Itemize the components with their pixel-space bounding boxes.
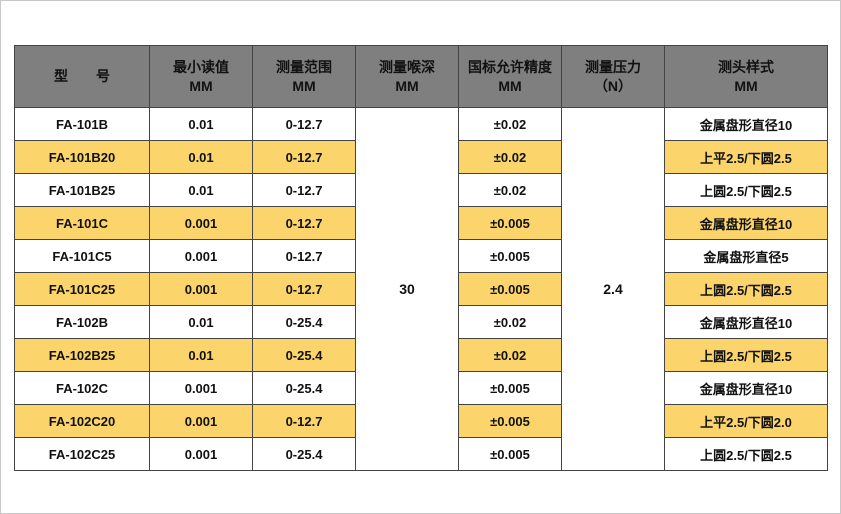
cell: ±0.02 [458,107,562,141]
cell: 0.001 [149,239,253,273]
cell: ±0.005 [458,272,562,306]
header-line: 测量压力 [585,58,641,75]
cell: ±0.02 [458,140,562,174]
cell: 0.001 [149,437,253,471]
cell: 金属盘形直径10 [664,305,828,339]
header-cell: 型 号 [14,45,150,108]
cell: 0-25.4 [252,437,356,471]
cell: 0.01 [149,173,253,207]
cell: 0.01 [149,140,253,174]
cell: 0-25.4 [252,338,356,372]
depth-cell: 30 [355,107,459,471]
header-cell: 测量压力 （N） [561,45,665,108]
spec-table: 型 号 最小读值 MM 测量范围 MM 测量喉深 MM 国标允许精度 MM 测量压力 （N） 测头样式… [14,45,828,471]
header-line: 测量范围 [276,58,332,75]
table-row: FA-102B25 0.01 0-25.4 ±0.02 上圆2.5/下圆2.5 [14,338,828,372]
header-line: MM [292,77,316,94]
cell: 0.01 [149,305,253,339]
cell: 0-12.7 [252,404,356,438]
cell: 0-12.7 [252,206,356,240]
header-line: MM [395,77,419,94]
table-row: FA-102C25 0.001 0-25.4 ±0.005 上圆2.5/下圆2.5 [14,437,828,471]
cell: 上圆2.5/下圆2.5 [664,437,828,471]
cell: FA-102B25 [14,338,150,372]
cell: 金属盘形直径10 [664,371,828,405]
cell: 0.001 [149,206,253,240]
cell: ±0.02 [458,305,562,339]
header-cell: 测量范围 MM [252,45,356,108]
header-line: MM [734,77,758,94]
cell: FA-101C [14,206,150,240]
table-row: FA-102B 0.01 0-25.4 ±0.02 金属盘形直径10 [14,305,828,339]
header-line: （N） [593,77,633,94]
header-line: 测头样式 [718,58,774,75]
header-line: 型 号 [54,68,110,84]
cell: 0-25.4 [252,305,356,339]
cell: FA-101B20 [14,140,150,174]
cell: FA-102C [14,371,150,405]
cell: 上平2.5/下圆2.5 [664,140,828,174]
header-row: 型 号 最小读值 MM 测量范围 MM 测量喉深 MM 国标允许精度 MM 测量压力 （N） 测头样式… [14,45,828,108]
cell: FA-102C20 [14,404,150,438]
table-row: FA-101C25 0.001 0-12.7 ±0.005 上圆2.5/下圆2.5 [14,272,828,306]
cell: 0-12.7 [252,107,356,141]
cell: FA-101B [14,107,150,141]
force-cell: 2.4 [561,107,665,471]
table-row: FA-102C20 0.001 0-12.7 ±0.005 上平2.5/下圆2.0 [14,404,828,438]
table-row: FA-101B25 0.01 0-12.7 ±0.02 上圆2.5/下圆2.5 [14,173,828,207]
header-cell: 测量喉深 MM [355,45,459,108]
cell: 上圆2.5/下圆2.5 [664,338,828,372]
header-line: MM [189,77,213,94]
table-header: 型 号 最小读值 MM 测量范围 MM 测量喉深 MM 国标允许精度 MM 测量压力 （N） 测头样式… [14,45,828,108]
cell: 0-12.7 [252,173,356,207]
cell: ±0.02 [458,173,562,207]
cell: FA-101C5 [14,239,150,273]
header-line: 测量喉深 [379,58,435,75]
cell: 0.01 [149,338,253,372]
header-cell: 测头样式 MM [664,45,828,108]
header-cell: 最小读值 MM [149,45,253,108]
cell: ±0.005 [458,437,562,471]
cell: 上平2.5/下圆2.0 [664,404,828,438]
table-row: FA-101C 0.001 0-12.7 ±0.005 金属盘形直径10 [14,206,828,240]
cell: 金属盘形直径10 [664,107,828,141]
cell: ±0.005 [458,206,562,240]
table-body: FA-101B 0.01 0-12.7 30 ±0.02 2.4 金属盘形直径10 FA-10… [14,107,828,471]
header-line: 国标允许精度 [468,58,552,75]
cell: 上圆2.5/下圆2.5 [664,272,828,306]
cell: FA-102B [14,305,150,339]
header-line: MM [498,77,522,94]
cell: 金属盘形直径10 [664,206,828,240]
cell: 金属盘形直径5 [664,239,828,273]
cell: FA-101C25 [14,272,150,306]
cell: ±0.005 [458,404,562,438]
cell: FA-102C25 [14,437,150,471]
cell: FA-101B25 [14,173,150,207]
cell: 0.01 [149,107,253,141]
cell: ±0.005 [458,239,562,273]
header-cell: 国标允许精度 MM [458,45,562,108]
cell: 0-12.7 [252,239,356,273]
cell: 0-12.7 [252,140,356,174]
cell: 0.001 [149,272,253,306]
cell: ±0.02 [458,338,562,372]
cell: 0.001 [149,404,253,438]
cell: 0-25.4 [252,371,356,405]
cell: ±0.005 [458,371,562,405]
header-line: 最小读值 [173,58,229,75]
cell: 0-12.7 [252,272,356,306]
cell: 上圆2.5/下圆2.5 [664,173,828,207]
cell: 0.001 [149,371,253,405]
table-row: FA-101C5 0.001 0-12.7 ±0.005 金属盘形直径5 [14,239,828,273]
table-row: FA-101B 0.01 0-12.7 30 ±0.02 2.4 金属盘形直径10 [14,107,828,471]
